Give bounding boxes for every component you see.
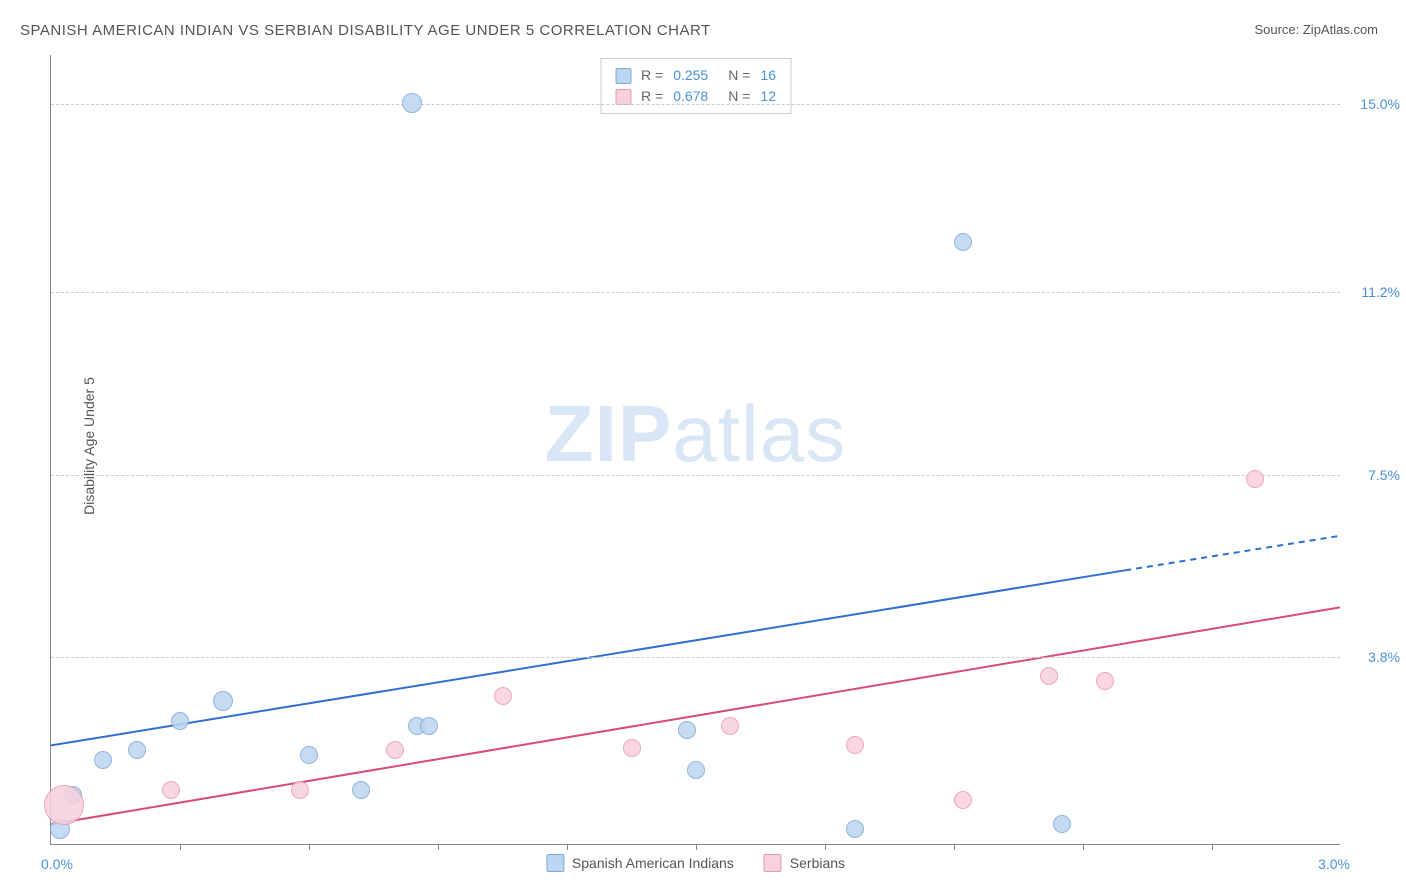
scatter-point-series-0 <box>1053 815 1071 833</box>
x-tick <box>309 844 310 850</box>
scatter-point-series-0 <box>128 741 146 759</box>
gridline <box>51 657 1340 658</box>
scatter-point-series-1 <box>846 736 864 754</box>
gridline <box>51 104 1340 105</box>
scatter-point-series-1 <box>623 739 641 757</box>
scatter-point-series-1 <box>44 785 84 825</box>
y-tick-label: 11.2% <box>1345 284 1400 300</box>
watermark-light: atlas <box>672 389 846 478</box>
x-tick <box>954 844 955 850</box>
scatter-point-series-1 <box>386 741 404 759</box>
x-axis-max-label: 3.0% <box>1318 856 1350 872</box>
watermark: ZIPatlas <box>545 388 846 480</box>
r-label: R = <box>641 65 663 86</box>
scatter-point-series-1 <box>1096 672 1114 690</box>
x-tick <box>1083 844 1084 850</box>
legend-item-0: Spanish American Indians <box>546 854 734 872</box>
scatter-point-series-1 <box>721 717 739 735</box>
plot-area: ZIPatlas R = 0.255 N = 16 R = 0.678 N = … <box>50 55 1340 845</box>
y-tick-label: 15.0% <box>1345 96 1400 112</box>
x-tick <box>825 844 826 850</box>
scatter-point-series-1 <box>494 687 512 705</box>
scatter-point-series-1 <box>1246 470 1264 488</box>
scatter-point-series-0 <box>300 746 318 764</box>
swatch-series-1 <box>615 89 631 105</box>
x-tick <box>696 844 697 850</box>
legend-stats: R = 0.255 N = 16 R = 0.678 N = 12 <box>600 58 791 114</box>
watermark-bold: ZIP <box>545 389 672 478</box>
x-tick <box>438 844 439 850</box>
scatter-point-series-0 <box>213 691 233 711</box>
x-tick <box>567 844 568 850</box>
series-1-name: Serbians <box>790 855 845 871</box>
r-value-0: 0.255 <box>673 65 708 86</box>
x-tick <box>1212 844 1213 850</box>
legend-series: Spanish American Indians Serbians <box>546 854 845 872</box>
scatter-point-series-0 <box>954 233 972 251</box>
scatter-point-series-0 <box>846 820 864 838</box>
swatch-series-0 <box>546 854 564 872</box>
swatch-series-0 <box>615 68 631 84</box>
scatter-point-series-0 <box>171 712 189 730</box>
series-0-name: Spanish American Indians <box>572 855 734 871</box>
gridline <box>51 475 1340 476</box>
y-tick-label: 7.5% <box>1345 467 1400 483</box>
source-attribution: Source: ZipAtlas.com <box>1254 22 1378 37</box>
chart-container: SPANISH AMERICAN INDIAN VS SERBIAN DISAB… <box>0 0 1406 892</box>
swatch-series-1 <box>764 854 782 872</box>
n-label: N = <box>728 65 750 86</box>
x-tick <box>180 844 181 850</box>
y-tick-label: 3.8% <box>1345 649 1400 665</box>
scatter-point-series-0 <box>402 93 422 113</box>
legend-item-1: Serbians <box>764 854 845 872</box>
scatter-point-series-1 <box>291 781 309 799</box>
scatter-point-series-0 <box>687 761 705 779</box>
n-value-0: 16 <box>760 65 776 86</box>
x-axis-min-label: 0.0% <box>41 856 73 872</box>
legend-stats-row-0: R = 0.255 N = 16 <box>615 65 776 86</box>
chart-title: SPANISH AMERICAN INDIAN VS SERBIAN DISAB… <box>20 22 711 39</box>
scatter-point-series-1 <box>1040 667 1058 685</box>
scatter-point-series-0 <box>420 717 438 735</box>
scatter-point-series-1 <box>954 791 972 809</box>
scatter-point-series-0 <box>352 781 370 799</box>
scatter-point-series-0 <box>678 721 696 739</box>
scatter-point-series-1 <box>162 781 180 799</box>
scatter-point-series-0 <box>94 751 112 769</box>
gridline <box>51 292 1340 293</box>
